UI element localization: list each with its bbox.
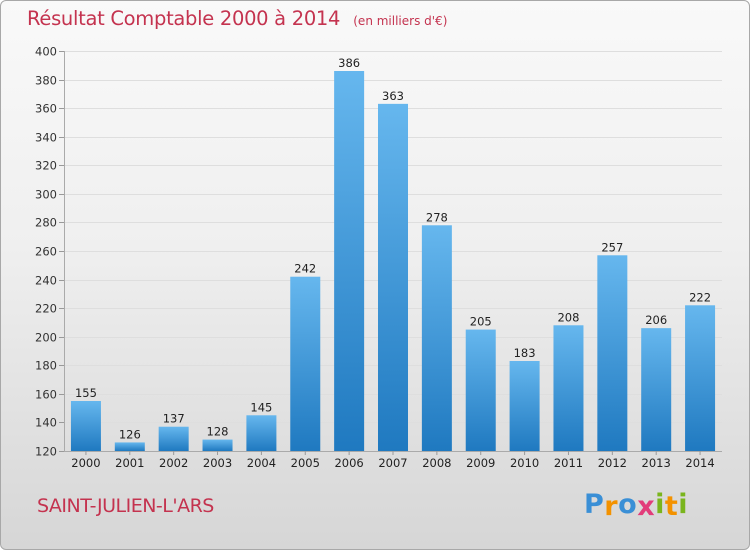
bar-2003 bbox=[202, 439, 233, 451]
bar-2010 bbox=[509, 361, 540, 451]
bar-2002 bbox=[158, 426, 189, 451]
chart-title: Résultat Comptable 2000 à 2014 (en milli… bbox=[27, 7, 447, 30]
xtick-label-2011: 2011 bbox=[554, 456, 583, 470]
city-name: SAINT-JULIEN-L'ARS bbox=[37, 495, 214, 517]
bar-2009 bbox=[465, 329, 496, 451]
xtick-label-2000: 2000 bbox=[71, 456, 100, 470]
data-label-2006: 386 bbox=[338, 56, 360, 70]
bar-2005 bbox=[290, 276, 321, 451]
data-label-2005: 242 bbox=[294, 262, 316, 276]
xtick-label-2012: 2012 bbox=[598, 456, 627, 470]
bar-2007 bbox=[378, 103, 408, 451]
ytick-label-360: 360 bbox=[35, 102, 57, 116]
xtick-label-2005: 2005 bbox=[291, 456, 320, 470]
ytick-label-240: 240 bbox=[35, 274, 57, 288]
bar-2001 bbox=[114, 442, 145, 451]
data-label-2008: 278 bbox=[426, 210, 448, 224]
logo-letter: i bbox=[655, 489, 665, 520]
ytick-label-180: 180 bbox=[35, 359, 57, 373]
xtick-label-2013: 2013 bbox=[642, 456, 671, 470]
proxiti-logo[interactable]: Proxiti bbox=[584, 489, 689, 522]
ytick-label-400: 400 bbox=[35, 45, 57, 59]
data-label-2013: 206 bbox=[645, 313, 667, 327]
logo-letter: i bbox=[678, 489, 689, 520]
chart-unit-label: (en milliers d'€) bbox=[353, 14, 448, 28]
logo-letter: r bbox=[604, 491, 619, 522]
xtick-label-2001: 2001 bbox=[115, 456, 144, 470]
data-label-2009: 205 bbox=[470, 315, 492, 329]
ytick-label-340: 340 bbox=[35, 131, 57, 145]
ytick-label-200: 200 bbox=[35, 331, 57, 345]
logo-letter: x bbox=[637, 491, 656, 522]
xtick-label-2004: 2004 bbox=[247, 456, 276, 470]
bar-2000 bbox=[70, 401, 101, 451]
ytick-label-220: 220 bbox=[35, 302, 57, 316]
xtick-label-2007: 2007 bbox=[378, 456, 407, 470]
label-layer: 155 2000 126 2001 137 2002 128 2003 145 2004 242 20… bbox=[71, 56, 714, 470]
data-label-2012: 257 bbox=[601, 240, 623, 254]
bar-2008 bbox=[421, 225, 452, 451]
ytick-label-160: 160 bbox=[35, 388, 57, 402]
bar-2012 bbox=[597, 255, 628, 451]
bar-2006 bbox=[334, 71, 365, 451]
logo-letter: P bbox=[584, 489, 605, 520]
ytick-label-120: 120 bbox=[35, 445, 57, 459]
ytick-label-320: 320 bbox=[35, 159, 57, 173]
data-label-2007: 363 bbox=[382, 89, 404, 103]
ytick-label-380: 380 bbox=[35, 74, 57, 88]
data-label-2014: 222 bbox=[689, 290, 711, 304]
bar-2011 bbox=[553, 325, 584, 451]
data-label-2003: 128 bbox=[207, 425, 229, 439]
xtick-label-2002: 2002 bbox=[159, 456, 188, 470]
xtick-label-2010: 2010 bbox=[510, 456, 539, 470]
data-label-2004: 145 bbox=[250, 400, 272, 414]
xtick-label-2006: 2006 bbox=[334, 456, 363, 470]
ytick-label-140: 140 bbox=[35, 416, 57, 430]
ytick-label-300: 300 bbox=[35, 188, 57, 202]
bar-2014 bbox=[685, 305, 716, 451]
ytick-label-280: 280 bbox=[35, 216, 57, 230]
chart-title-text: Résultat Comptable 2000 à 2014 bbox=[27, 7, 341, 30]
data-label-2002: 137 bbox=[163, 412, 185, 426]
bar-layer bbox=[70, 71, 716, 451]
ytick-label-260: 260 bbox=[35, 245, 57, 259]
bar-2004 bbox=[246, 415, 277, 451]
xtick-label-2003: 2003 bbox=[203, 456, 232, 470]
data-label-2010: 183 bbox=[514, 346, 536, 360]
bar-2013 bbox=[641, 328, 672, 451]
data-label-2011: 208 bbox=[557, 310, 579, 324]
data-label-2001: 126 bbox=[119, 427, 141, 441]
xtick-label-2009: 2009 bbox=[466, 456, 495, 470]
xtick-label-2014: 2014 bbox=[685, 456, 714, 470]
logo-letter: o bbox=[618, 489, 638, 520]
xtick-label-2008: 2008 bbox=[422, 456, 451, 470]
logo-letter: t bbox=[664, 491, 679, 522]
data-label-2000: 155 bbox=[75, 386, 97, 400]
